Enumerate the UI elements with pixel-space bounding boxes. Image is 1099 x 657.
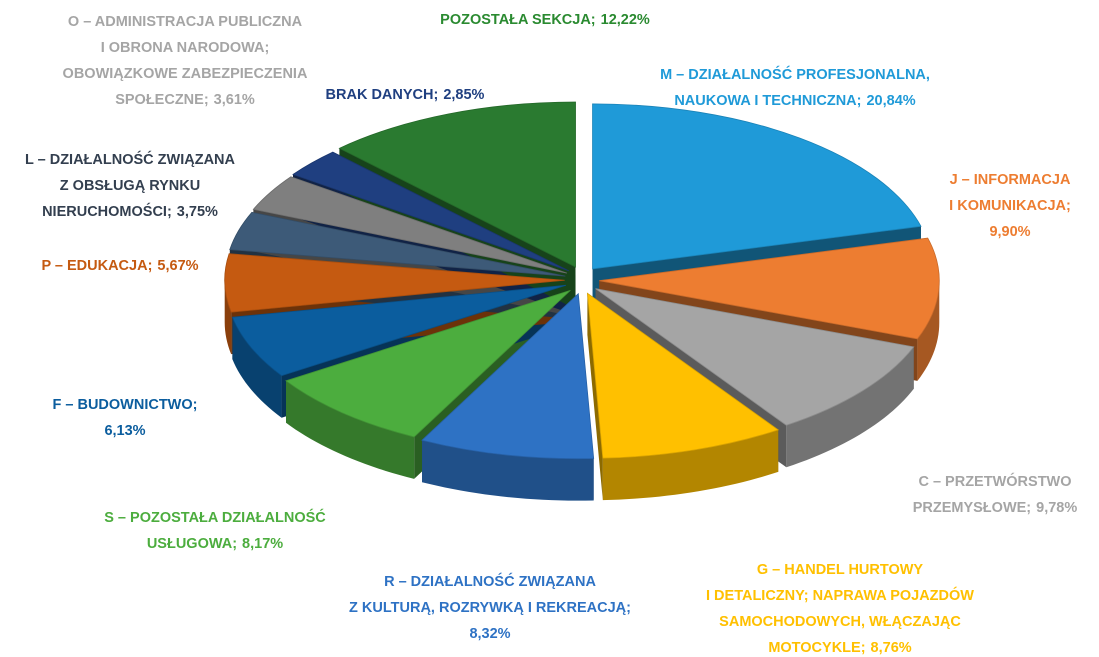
slice	[338, 101, 576, 268]
label-line: PRZEMYSŁOWE;	[913, 500, 1031, 516]
value-label: 12,22%	[601, 12, 650, 28]
slice	[421, 292, 595, 460]
slice-side	[224, 280, 232, 355]
label-line: USŁUGOWA;	[147, 536, 237, 552]
slice	[292, 151, 570, 272]
slice	[586, 292, 780, 459]
label-line: C – PRZETWÓRSTWO	[918, 472, 1071, 490]
label-line: M – DZIAŁALNOŚĆ PROFESJONALNA,	[660, 65, 930, 83]
value-label: 5,67%	[157, 258, 198, 274]
label-line: Z KULTURĄ, ROZRYWKĄ I REKREACJĄ;	[349, 600, 631, 616]
slice-side	[285, 380, 415, 479]
label-line: L – DZIAŁALNOŚĆ ZWIĄZANA	[25, 150, 235, 168]
label-line: SAMOCHODOWYCH, WŁĄCZAJĄC	[719, 614, 961, 630]
slice	[224, 253, 565, 313]
label-line: Z OBSŁUGĄ RYNKU	[60, 178, 200, 194]
slice-side	[917, 280, 940, 381]
label-line: MOTOCYKLE;	[768, 640, 865, 656]
label-line: P – EDUKACJA;	[41, 258, 152, 274]
value-label: 8,17%	[242, 536, 283, 552]
value-label: 9,90%	[989, 224, 1030, 240]
label-line: NIERUCHOMOŚCI;	[42, 202, 172, 220]
label-line: O – ADMINISTRACJA PUBLICZNA	[68, 14, 303, 30]
slice	[229, 211, 566, 277]
data-label: O – ADMINISTRACJA PUBLICZNA I OBRONA NARO…	[63, 14, 308, 108]
value-label: 8,76%	[871, 640, 912, 656]
label-line: POZOSTAŁA SEKCJA;	[440, 12, 595, 28]
label-line: I KOMUNIKACJA;	[949, 198, 1071, 214]
slice	[592, 103, 922, 270]
data-label: S – POZOSTAŁA DZIAŁALNOŚĆ USŁUGOWA; 8,17%	[104, 508, 326, 552]
label-line: S – POZOSTAŁA DZIAŁALNOŚĆ	[104, 508, 326, 526]
data-label: POZOSTAŁA SEKCJA; 12,22%	[440, 12, 650, 28]
slice-side	[602, 429, 779, 501]
label-line: J – INFORMACJA	[950, 172, 1071, 188]
label-line: I OBRONA NARODOWA;	[101, 40, 270, 56]
label-line: OBOWIĄZKOWE ZABEZPIECZENIA	[63, 66, 308, 82]
data-label: F – BUDOWNICTWO; 6,13%	[53, 397, 198, 439]
slice-side	[422, 440, 594, 501]
value-label: 9,78%	[1036, 500, 1077, 516]
value-label: 20,84%	[866, 93, 915, 109]
data-label: J – INFORMACJA I KOMUNIKACJA; 9,90%	[949, 172, 1071, 240]
data-label: C – PRZETWÓRSTWO PRZEMYSŁOWE; 9,78%	[913, 472, 1078, 516]
slice	[599, 237, 940, 340]
label-line: F – BUDOWNICTWO;	[53, 397, 198, 413]
data-label: P – EDUKACJA; 5,67%	[41, 258, 198, 274]
data-label: G – HANDEL HURTOWY I DETALICZNY; NAPRAWA …	[706, 562, 974, 656]
label-line: R – DZIAŁALNOŚĆ ZWIĄZANA	[384, 572, 596, 590]
slice-side	[232, 317, 282, 418]
label-line: NAUKOWA I TECHNICZNA;	[674, 93, 861, 109]
slice-side	[786, 346, 914, 468]
data-label: BRAK DANYCH; 2,85%	[326, 87, 485, 103]
value-label: 6,13%	[104, 423, 145, 439]
value-label: 8,32%	[469, 626, 510, 642]
data-label: R – DZIAŁALNOŚĆ ZWIĄZANA Z KULTURĄ, ROZRY…	[349, 572, 631, 642]
slice-wall	[587, 293, 603, 501]
slice	[252, 176, 568, 274]
label-line: I DETALICZNY; NAPRAWA POJAZDÓW	[706, 586, 974, 604]
value-label: 3,75%	[177, 204, 218, 220]
slice	[231, 284, 567, 377]
label-line: SPOŁECZNE;	[115, 92, 208, 108]
label-line: G – HANDEL HURTOWY	[757, 562, 924, 578]
slice	[595, 288, 915, 426]
label-line: BRAK DANYCH;	[326, 87, 439, 103]
value-label: 2,85%	[443, 87, 484, 103]
data-label: L – DZIAŁALNOŚĆ ZWIĄZANA Z OBSŁUGĄ RYNKU N…	[25, 150, 235, 220]
value-label: 3,61%	[214, 92, 255, 108]
data-label: M – DZIAŁALNOŚĆ PROFESJONALNA, NAUKOWA I …	[660, 65, 930, 109]
slice	[285, 290, 571, 438]
